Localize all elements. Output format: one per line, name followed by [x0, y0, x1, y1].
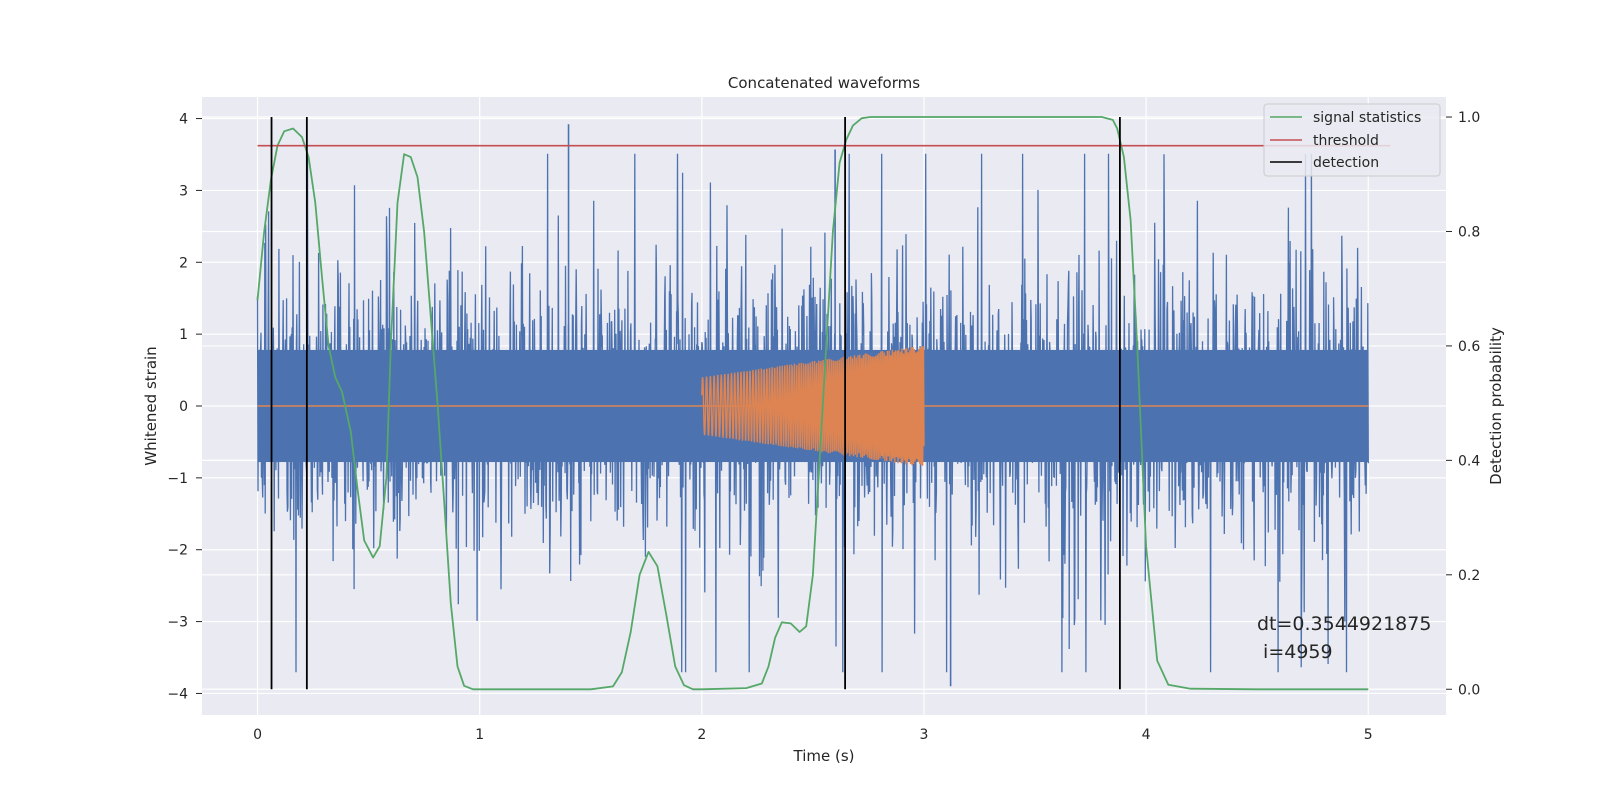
legend-label-threshold: threshold: [1313, 133, 1379, 149]
y-right-tick-label: 0.2: [1458, 568, 1480, 584]
y-left-tick-label: −3: [167, 615, 188, 631]
y-right-tick-label: 0.6: [1458, 339, 1480, 355]
x-axis: 0 1 2 3 4 5: [253, 727, 1373, 743]
y-left-tick-label: 2: [179, 255, 188, 271]
y-left-tick-label: −1: [167, 471, 188, 487]
series-detection: [270, 117, 1121, 690]
y-axis-right-title: Detection probability: [1487, 327, 1505, 485]
y-axis-left-title: Whitened strain: [142, 346, 160, 465]
x-axis-title: Time (s): [793, 747, 855, 765]
annotation-index: i=4959: [1257, 641, 1333, 663]
y-left-tick-label: 1: [179, 327, 188, 343]
legend-frame: [1263, 103, 1441, 177]
x-tick-label: 1: [475, 727, 484, 743]
y-left-tick-label: −2: [167, 543, 188, 559]
y-left-tick-label: 3: [179, 183, 188, 199]
x-tick-label: 0: [253, 727, 262, 743]
plot-marks: [256, 116, 1391, 691]
series-waveform: [257, 346, 1369, 466]
y-left-tick-label: −4: [167, 686, 188, 702]
waveform-chirp: [701, 346, 925, 466]
y-right-tick-label: 0.0: [1458, 682, 1480, 698]
annotation-dt: dt=0.3544921875: [1257, 613, 1431, 635]
y-left-tick-label: 0: [179, 399, 188, 415]
y-axis-left: −4 −3 −2 −1 0 1 2 3 4: [167, 112, 202, 702]
x-tick-label: 4: [1142, 727, 1151, 743]
legend: signal statistics threshold detection: [1263, 103, 1441, 177]
legend-label-signal-statistics: signal statistics: [1313, 110, 1421, 126]
signal-statistics-line: [256, 116, 1369, 691]
chart-title: Concatenated waveforms: [728, 74, 920, 92]
legend-label-detection: detection: [1313, 155, 1379, 171]
x-tick-label: 3: [920, 727, 929, 743]
y-left-tick-label: 4: [179, 112, 188, 128]
y-right-tick-label: 0.8: [1458, 224, 1480, 240]
x-tick-label: 5: [1364, 727, 1373, 743]
y-right-tick-label: 0.4: [1458, 453, 1480, 469]
y-right-tick-label: 1.0: [1458, 110, 1480, 126]
y-axis-right: 0.0 0.2 0.4 0.6 0.8 1.0: [1446, 110, 1480, 698]
series-signal-statistics: [256, 116, 1369, 691]
x-tick-label: 2: [697, 727, 706, 743]
